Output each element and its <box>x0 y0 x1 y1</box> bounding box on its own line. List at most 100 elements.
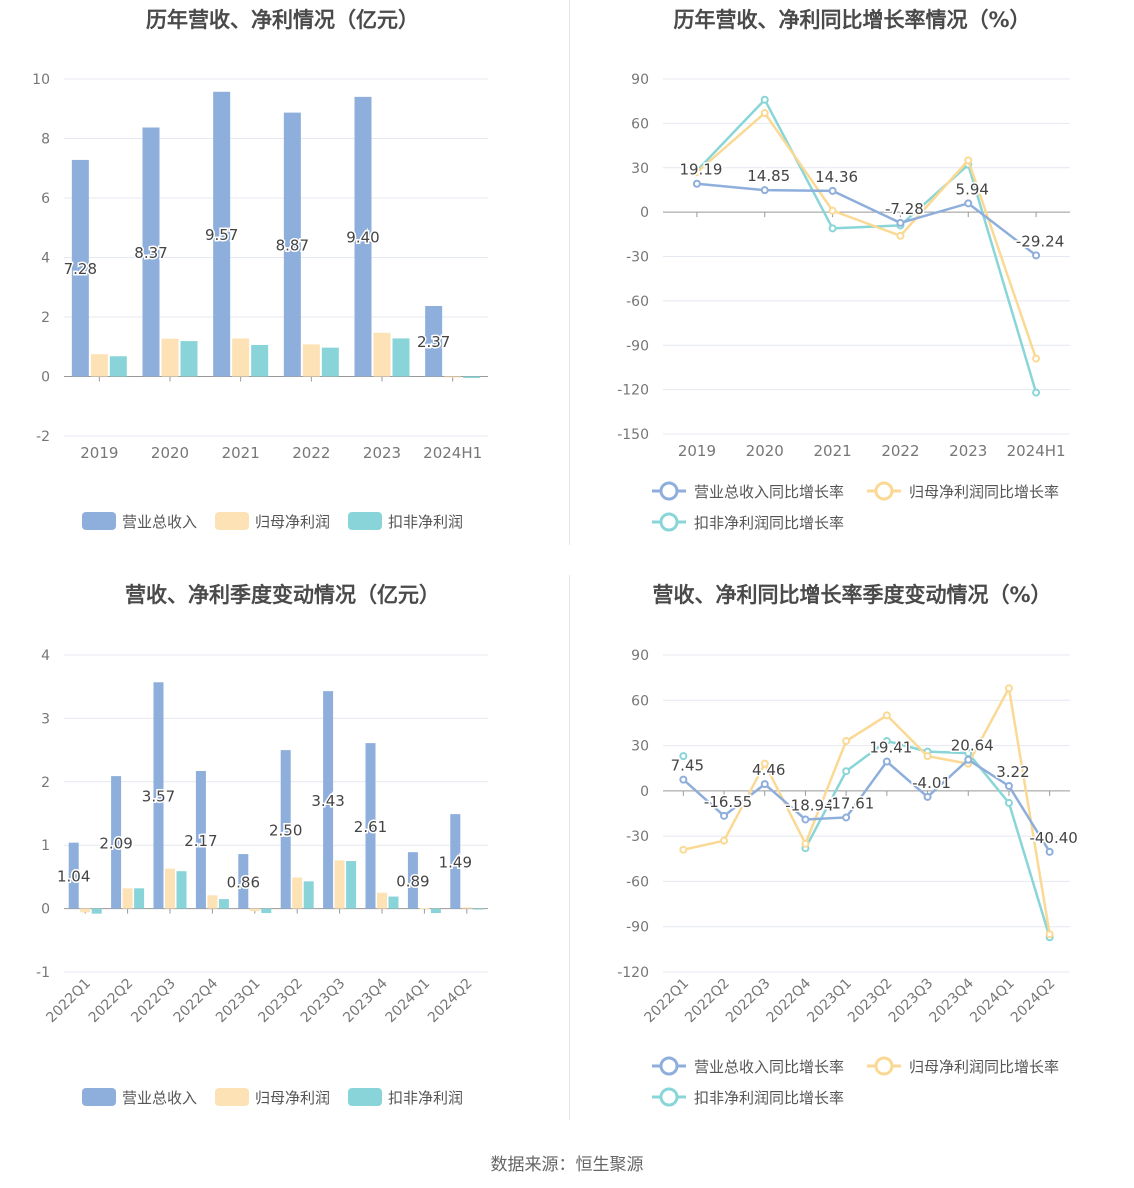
x-tick-label: 2024Q1 <box>383 976 434 1027</box>
data-label: 20.64 <box>951 737 994 755</box>
legend-swatch-marker <box>659 1056 679 1076</box>
bar <box>80 908 91 913</box>
bar <box>388 896 399 909</box>
legend-swatch <box>82 1088 116 1106</box>
annual-bar-chart: 历年营收、净利情况（亿元） -2 0 2 4 6 8 10 2019 2020 2021 2022 2… <box>0 0 565 545</box>
y-tick-label: -90 <box>626 338 649 354</box>
x-tick-label: 2024Q2 <box>1008 976 1059 1027</box>
data-point <box>692 179 701 188</box>
bar <box>218 899 229 909</box>
bar <box>134 888 145 909</box>
bar <box>161 338 179 377</box>
bar <box>111 776 122 909</box>
data-point <box>1045 847 1054 856</box>
legend-swatch <box>215 512 249 530</box>
x-tick-label: 2023Q3 <box>886 976 937 1027</box>
bar <box>463 376 481 378</box>
x-tick-label: 2022 <box>292 444 330 462</box>
y-tick-label: 1 <box>41 838 50 854</box>
data-label: 0.86 <box>227 873 260 891</box>
chart-title: 营收、净利季度变动情况（亿元） <box>125 583 440 607</box>
legend-label: 扣非净利润同比增长率 <box>694 514 844 532</box>
data-label: 0.89 <box>396 872 429 890</box>
data-point <box>842 737 851 746</box>
bar <box>232 338 250 377</box>
series-line <box>683 684 1051 935</box>
data-label: 3.22 <box>996 763 1029 781</box>
legend-label: 归母净利润同比增长率 <box>909 1058 1059 1076</box>
x-tick-label: 2019 <box>678 442 716 460</box>
x-tick-label: 2020 <box>151 444 189 462</box>
y-tick-label: -90 <box>626 920 649 936</box>
data-point <box>1032 251 1041 260</box>
x-tick-label: 2023Q2 <box>845 976 896 1027</box>
data-point <box>1032 354 1041 363</box>
bar <box>346 861 357 909</box>
y-tick-label: -120 <box>617 383 649 399</box>
quarterly-growth-line-chart: 营收、净利同比增长率季度变动情况（%） -120 -90 -60 -30 0 30 60 90… <box>570 575 1134 1120</box>
series-line <box>696 111 1038 359</box>
data-point <box>882 757 891 766</box>
annual-growth-line-svg: -150 -120 -90 -60 -30 0 30 60 90 2019 2020 2021 2022… <box>617 72 1070 532</box>
data-point <box>964 199 973 208</box>
data-label: -29.24 <box>1016 232 1064 250</box>
x-tick-label: 2022Q4 <box>171 975 222 1026</box>
data-label: -16.55 <box>704 793 752 811</box>
bar <box>251 344 269 377</box>
data-label: -4.01 <box>912 774 951 792</box>
data-label: 9.57 <box>205 226 238 244</box>
data-point <box>760 109 769 118</box>
y-tick-label: -150 <box>617 427 649 443</box>
y-tick-label: -2 <box>36 429 50 445</box>
x-tick-label: 2022Q1 <box>642 976 693 1027</box>
bar <box>142 127 160 377</box>
data-point <box>679 752 688 761</box>
y-tick-label: 4 <box>41 648 50 664</box>
x-tick-label: 2019 <box>80 444 118 462</box>
data-point <box>964 755 973 764</box>
data-label: 7.45 <box>671 757 704 775</box>
bar <box>334 860 345 909</box>
legend-label: 扣非净利润同比增长率 <box>694 1089 844 1107</box>
data-point <box>1004 798 1013 807</box>
x-tick-label: 2023 <box>363 444 401 462</box>
x-tick-label: 2023Q4 <box>340 975 391 1026</box>
data-label: 19.41 <box>869 739 912 757</box>
series-line <box>682 758 1051 853</box>
y-tick-label: 30 <box>631 739 649 755</box>
y-tick-label: 8 <box>41 132 50 148</box>
x-tick-label: 2020 <box>746 442 784 460</box>
data-label: 8.87 <box>276 237 309 255</box>
bar <box>213 91 231 377</box>
y-tick-label: 3 <box>41 711 50 727</box>
legend-swatch-marker <box>659 1087 679 1107</box>
x-tick-label: 2023Q2 <box>255 976 306 1027</box>
data-point <box>923 752 932 761</box>
x-tick-label: 2023 <box>949 442 987 460</box>
data-label: 19.19 <box>679 161 722 179</box>
data-point <box>842 767 851 776</box>
legend-label: 归母净利润 <box>255 513 330 531</box>
x-tick-label: 2023Q3 <box>298 976 349 1027</box>
legend-swatch <box>348 512 382 530</box>
bar <box>377 892 387 909</box>
data-label: -40.40 <box>1029 829 1077 847</box>
data-point <box>882 737 891 746</box>
data-label: 2.17 <box>184 832 217 850</box>
legend-swatch <box>82 512 116 530</box>
y-tick-label: -1 <box>36 965 50 981</box>
bar <box>207 895 218 909</box>
data-label: -18.94 <box>785 796 833 814</box>
data-point <box>760 186 769 195</box>
series-line <box>696 182 1037 257</box>
bar <box>392 338 410 377</box>
x-tick-label: 2022Q2 <box>86 976 137 1027</box>
y-tick-label: 90 <box>631 648 649 664</box>
bar <box>321 347 339 377</box>
annual-growth-line-chart: 历年营收、净利同比增长率情况（%） -150 -120 -90 -60 -30 0 30 60… <box>570 0 1134 545</box>
data-point <box>679 845 688 854</box>
y-tick-label: 0 <box>640 784 649 800</box>
bar <box>365 743 376 909</box>
data-label: 9.40 <box>346 229 379 247</box>
data-point <box>801 839 810 848</box>
